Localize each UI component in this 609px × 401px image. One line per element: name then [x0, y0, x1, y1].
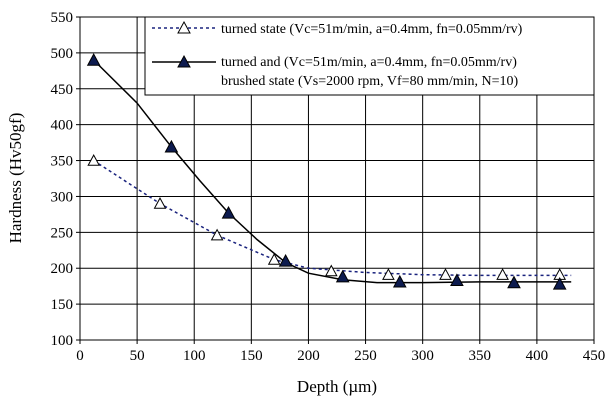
y-tick-label: 200 [51, 261, 74, 277]
series-0-point [210, 228, 224, 241]
series-1-point [450, 273, 464, 286]
legend-label-brushed-line2: brushed state (Vs=2000 rpm, Vf=80 mm/min… [221, 74, 519, 89]
legend-marker-turned [177, 20, 191, 34]
x-tick-label: 0 [76, 348, 84, 364]
legend-label-turned: turned state (Vc=51m/min, a=0.4mm, fn=0.… [221, 22, 523, 37]
y-tick-label: 350 [51, 154, 74, 170]
y-tick-label: 300 [51, 189, 74, 205]
series-1-point [86, 53, 101, 66]
y-tick-label: 250 [51, 225, 74, 241]
x-tick-label: 350 [469, 348, 492, 364]
series-0-point [153, 197, 167, 209]
series-1-point [507, 275, 521, 289]
series-0-point [87, 154, 101, 166]
series-0-point [382, 268, 395, 280]
x-tick-label: 200 [297, 348, 320, 364]
x-tick-label: 50 [130, 348, 145, 364]
x-tick-label: 400 [526, 348, 549, 364]
series-1-point [392, 274, 407, 288]
legend: turned state (Vc=51m/min, a=0.4mm, fn=0.… [144, 16, 595, 96]
y-tick-label: 500 [51, 46, 74, 62]
series-0-point [496, 268, 509, 280]
series-0-point [267, 253, 281, 265]
y-tick-label: 550 [51, 10, 74, 26]
series-0-point [324, 264, 338, 277]
series-1-line [93, 59, 572, 284]
x-tick-label: 150 [240, 348, 263, 364]
axis-ticks: 0 50 100 150 200 250 300 350 400 450 100 150 200 250 3… [51, 10, 606, 364]
series-1-point [552, 276, 567, 290]
x-tick-label: 100 [183, 348, 206, 364]
x-tick-label: 450 [583, 348, 606, 364]
series-layer [86, 53, 572, 290]
series-1-point [278, 253, 293, 267]
series-1-point [221, 205, 236, 219]
y-axis-label: Hardness (Hv50gf) [6, 113, 25, 244]
y-tick-label: 450 [51, 82, 74, 98]
x-tick-label: 300 [411, 348, 434, 364]
series-1-point [164, 139, 179, 153]
legend-marker-brushed [177, 54, 191, 68]
series-0-point [439, 268, 452, 280]
y-tick-label: 100 [51, 333, 74, 349]
x-axis-label: Depth (µm) [297, 377, 377, 396]
series-1-point [335, 269, 350, 283]
legend-label-brushed-line1: turned and (Vc=51m/min, a=0.4mm, fn=0.05… [221, 55, 517, 70]
x-tick-label: 250 [354, 348, 377, 364]
y-tick-label: 400 [51, 118, 74, 134]
series-0-line [93, 159, 572, 277]
y-tick-label: 150 [51, 297, 74, 313]
legend-box [144, 16, 595, 96]
